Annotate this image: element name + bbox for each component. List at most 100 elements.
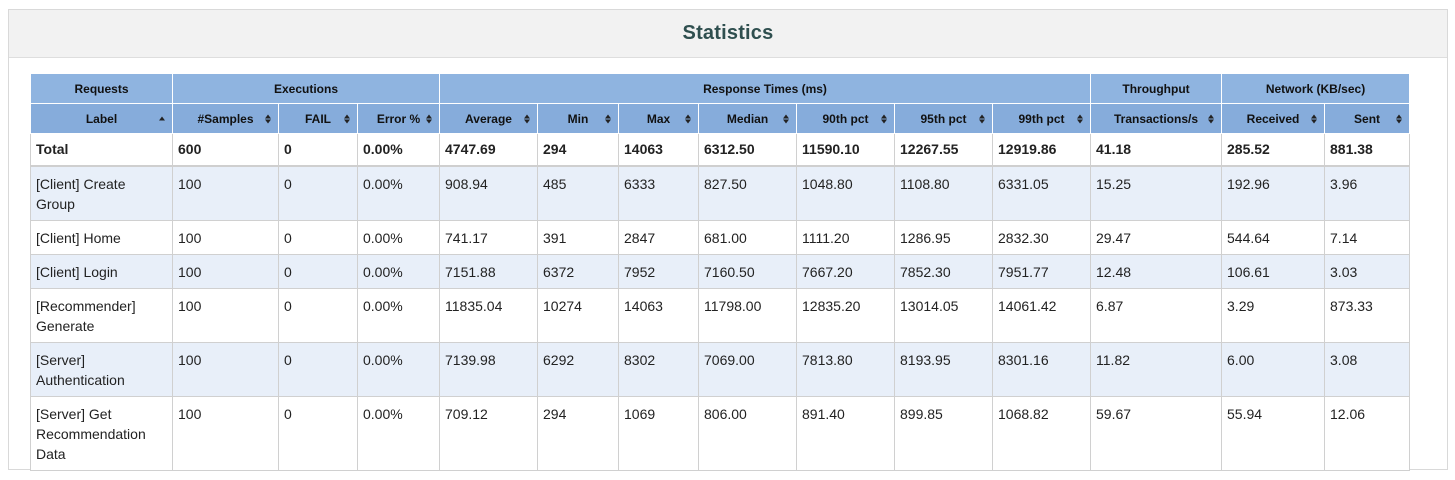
sort-icon: [783, 114, 790, 123]
cell-90th-pct: 11590.10: [796, 133, 896, 167]
column-header-max[interactable]: Max: [618, 103, 700, 134]
cell-95th-pct: 1108.80: [894, 165, 994, 221]
cell-90th-pct: 1048.80: [796, 165, 896, 221]
column-header-received[interactable]: Received: [1221, 103, 1326, 134]
cell-min: 391: [537, 220, 620, 255]
cell-min: 294: [537, 133, 620, 167]
cell-fail: 0: [278, 342, 358, 397]
cell-received: 3.29: [1221, 288, 1326, 343]
cell-samples: 100: [172, 342, 279, 397]
cell-95th-pct: 8193.95: [894, 342, 994, 397]
column-header-label: FAIL: [305, 111, 331, 126]
cell-average: 7139.98: [439, 342, 539, 397]
table-row: [Recommender] Generate 100 0 0.00% 11835.04 1…: [30, 288, 1411, 343]
cell-samples: 100: [172, 396, 279, 471]
cell-samples: 600: [172, 133, 279, 167]
cell-median: 7069.00: [698, 342, 798, 397]
cell-min: 6372: [537, 254, 620, 289]
cell-99th-pct: 14061.42: [992, 288, 1092, 343]
cell-received: 192.96: [1221, 165, 1326, 221]
column-header-label: 90th pct: [822, 111, 869, 126]
column-header-99th-pct[interactable]: 99th pct: [992, 103, 1092, 134]
cell-received: 106.61: [1221, 254, 1326, 289]
column-header-samples[interactable]: #Samples: [172, 103, 279, 134]
cell-99th-pct: 6331.05: [992, 165, 1092, 221]
cell-min: 10274: [537, 288, 620, 343]
group-header-requests: Requests: [30, 73, 173, 104]
sort-ascending-icon: [159, 116, 165, 121]
cell-sent: 3.03: [1324, 254, 1411, 289]
cell-max: 1069: [618, 396, 700, 471]
cell-samples: 100: [172, 288, 279, 343]
cell-median: 806.00: [698, 396, 798, 471]
cell-sent: 3.08: [1324, 342, 1411, 397]
cell-99th-pct: 2832.30: [992, 220, 1092, 255]
column-header-average[interactable]: Average: [439, 103, 539, 134]
cell-max: 7952: [618, 254, 700, 289]
cell-average: 11835.04: [439, 288, 539, 343]
panel-heading: Statistics: [9, 10, 1447, 58]
cell-90th-pct: 12835.20: [796, 288, 896, 343]
column-header-90th-pct[interactable]: 90th pct: [796, 103, 896, 134]
cell-90th-pct: 1111.20: [796, 220, 896, 255]
cell-99th-pct: 8301.16: [992, 342, 1092, 397]
column-header-transactions-s[interactable]: Transactions/s: [1090, 103, 1223, 134]
cell-95th-pct: 7852.30: [894, 254, 994, 289]
cell-transactions-s: 41.18: [1090, 133, 1223, 167]
cell-fail: 0: [278, 254, 358, 289]
group-header-response-times-ms: Response Times (ms): [439, 73, 1092, 104]
cell-received: 6.00: [1221, 342, 1326, 397]
column-header-label[interactable]: Label: [30, 103, 173, 134]
sort-icon: [605, 114, 612, 123]
cell-samples: 100: [172, 254, 279, 289]
cell-max: 8302: [618, 342, 700, 397]
cell-label: Total: [30, 133, 173, 167]
cell-transactions-s: 29.47: [1090, 220, 1223, 255]
cell-samples: 100: [172, 220, 279, 255]
cell-transactions-s: 12.48: [1090, 254, 1223, 289]
cell-error: 0.00%: [356, 342, 441, 397]
cell-99th-pct: 12919.86: [992, 133, 1092, 167]
sort-icon: [881, 114, 888, 123]
sort-icon: [685, 114, 692, 123]
cell-fail: 0: [278, 165, 358, 221]
cell-label: [Server] Authentication: [30, 342, 173, 397]
cell-samples: 100: [172, 165, 279, 221]
column-header-error[interactable]: Error %: [356, 103, 441, 134]
cell-95th-pct: 1286.95: [894, 220, 994, 255]
page-title: Statistics: [682, 22, 774, 44]
column-header-label: Received: [1246, 111, 1300, 126]
cell-sent: 7.14: [1324, 220, 1411, 255]
cell-sent: 12.06: [1324, 396, 1411, 471]
column-header-row: Label #Samples FAIL Error % Average Min Max Med…: [30, 103, 1411, 134]
cell-median: 11798.00: [698, 288, 798, 343]
cell-95th-pct: 13014.05: [894, 288, 994, 343]
column-header-fail[interactable]: FAIL: [278, 103, 358, 134]
cell-90th-pct: 7813.80: [796, 342, 896, 397]
column-header-label: 99th pct: [1018, 111, 1065, 126]
column-header-label: Error %: [376, 111, 421, 126]
column-header-label: Median: [726, 111, 769, 126]
cell-max: 14063: [618, 288, 700, 343]
cell-average: 7151.88: [439, 254, 539, 289]
cell-max: 14063: [618, 133, 700, 167]
cell-median: 827.50: [698, 165, 798, 221]
cell-received: 285.52: [1221, 133, 1326, 167]
cell-95th-pct: 899.85: [894, 396, 994, 471]
table-row: [Client] Home 100 0 0.00% 741.17 391 2847 681.0…: [30, 220, 1411, 255]
column-header-min[interactable]: Min: [537, 103, 620, 134]
table-row: [Client] Login 100 0 0.00% 7151.88 6372 7952 71…: [30, 254, 1411, 289]
column-header-median[interactable]: Median: [698, 103, 798, 134]
sort-icon: [426, 114, 433, 123]
cell-average: 709.12: [439, 396, 539, 471]
cell-90th-pct: 891.40: [796, 396, 896, 471]
column-header-label: Transactions/s: [1113, 111, 1199, 126]
cell-average: 741.17: [439, 220, 539, 255]
column-header-95th-pct[interactable]: 95th pct: [894, 103, 994, 134]
cell-error: 0.00%: [356, 133, 441, 167]
cell-transactions-s: 11.82: [1090, 342, 1223, 397]
table-row: [Client] Create Group 100 0 0.00% 908.94 485 6…: [30, 165, 1411, 221]
column-header-sent[interactable]: Sent: [1324, 103, 1411, 134]
group-header-network-kb-sec: Network (KB/sec): [1221, 73, 1411, 104]
cell-min: 485: [537, 165, 620, 221]
